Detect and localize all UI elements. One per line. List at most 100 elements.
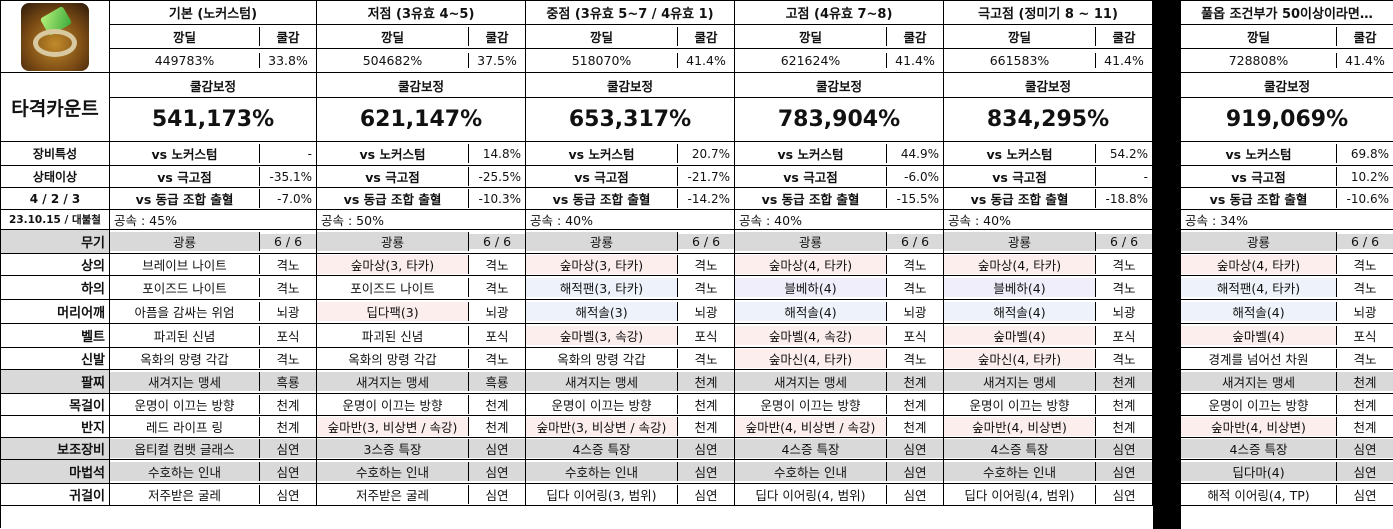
equip-row-hat: 해적솔(3) 뇌광 <box>526 300 735 324</box>
equip-row-hat: 아픔을 감싸는 위엄 뇌광 <box>110 300 317 324</box>
attack-speed: 공속 : 40% <box>526 210 735 230</box>
equip-set: 심연 <box>1112 488 1136 503</box>
header-damage: 깡딜 <box>735 27 887 46</box>
compare-value: 44.9% <box>900 146 939 161</box>
equip-row-top: 숲마상(3, 타카) 격노 <box>317 254 526 276</box>
compare-value: -18.8% <box>1105 191 1148 206</box>
equip-set: 심연 <box>678 439 734 458</box>
equip-row-magic: 수호하는 인내 심연 <box>317 460 526 484</box>
equip-row-hat: 해적솔(4) 뇌광 <box>735 300 944 324</box>
equip-set: 심연 <box>887 462 943 481</box>
cooldown-value: 33.8% <box>268 53 308 68</box>
equip-row-weapon: 광룡 6 / 6 <box>1181 230 1393 254</box>
equip-name: 딥다팩(3) <box>317 302 469 321</box>
equip-row-sub: 4스증 특장 심연 <box>526 438 735 460</box>
attack-speed: 공속 : 40% <box>944 210 1153 230</box>
compare-value: -25.5% <box>478 169 521 184</box>
slot-label-weapon: 무기 <box>1 230 110 254</box>
equip-set: 격노 <box>485 258 509 273</box>
coolreduce-label: 쿨감보정 <box>317 73 526 98</box>
compare-label: vs 극고점 <box>944 167 1096 186</box>
equip-set: 격노 <box>1353 281 1377 296</box>
equip-row-bottom: 해적팬(4, 타카) 격노 <box>1181 276 1393 300</box>
equip-row-belt: 파괴된 신념 포식 <box>110 324 317 348</box>
equip-name: 딥다 이어링(4, 범위) <box>735 485 887 504</box>
label-equip-trait: 장비특성 <box>1 142 110 166</box>
values-row: 449783% 33.8% <box>110 49 317 73</box>
equip-set: 천계 <box>678 372 734 391</box>
compare-label: vs 동급 조합 출혈 <box>526 189 678 208</box>
equip-set: 천계 <box>887 372 943 391</box>
column-gap <box>1153 1 1181 529</box>
equip-row-hat: 해적솔(4) 뇌광 <box>944 300 1153 324</box>
equip-row-necklace: 운명이 이끄는 방향 천계 <box>110 394 317 416</box>
values-row: 661583% 41.4% <box>944 49 1153 73</box>
equip-row-bracelet: 새겨지는 맹세 천계 <box>944 370 1153 394</box>
compare-label: vs 노커스텀 <box>110 144 260 163</box>
equip-set: 뇌광 <box>903 305 927 320</box>
equip-name: 저주받은 굴레 <box>317 485 469 504</box>
compare-label: vs 동급 조합 출혈 <box>944 189 1096 208</box>
equip-name: 운명이 이끄는 방향 <box>317 395 469 414</box>
equip-row-sub: 옵티컬 컴뱃 글래스 심연 <box>110 438 317 460</box>
equip-name: 숲마반(3, 비상변 / 속강) <box>526 417 678 436</box>
compare-value: -6.0% <box>904 169 939 184</box>
column-title: 고점 (4유효 7~8) <box>735 1 944 25</box>
compare-label: vs 동급 조합 출혈 <box>735 189 887 208</box>
equip-name: 새겨지는 맹세 <box>110 372 260 391</box>
compare-row-vs_boss: vs 노커스텀 44.9% <box>735 142 944 166</box>
header-damage: 깡딜 <box>317 27 469 46</box>
equip-set: 심연 <box>1337 439 1393 458</box>
equip-row-necklace: 운명이 이끄는 방향 천계 <box>526 394 735 416</box>
equip-set: 6 / 6 <box>1337 234 1393 249</box>
equip-row-weapon: 광룡 6 / 6 <box>317 230 526 254</box>
character-name: 타격카운트 <box>1 73 110 142</box>
equip-name: 광룡 <box>110 232 260 251</box>
equip-set: 격노 <box>1112 281 1136 296</box>
equip-set: 6 / 6 <box>469 234 525 249</box>
equip-set: 천계 <box>1112 420 1136 435</box>
equip-set: 격노 <box>694 352 718 367</box>
equip-name: 딥다 이어링(4, 범위) <box>944 485 1096 504</box>
header-cooldown: 쿨감 <box>276 30 300 45</box>
compare-value: 69.8% <box>1350 146 1389 161</box>
compare-label: vs 극고점 <box>1181 167 1337 186</box>
header-cooldown: 쿨감 <box>903 30 927 45</box>
header-damage: 깡딜 <box>110 27 260 46</box>
equip-name: 4스증 특장 <box>735 439 887 458</box>
equip-set: 격노 <box>903 281 927 296</box>
equip-name: 숲마상(4, 타카) <box>944 255 1096 274</box>
equip-set: 포식 <box>1353 329 1377 344</box>
equip-row-necklace: 운명이 이끄는 방향 천계 <box>1181 394 1393 416</box>
equip-set: 포식 <box>1112 329 1136 344</box>
equip-row-bottom: 블베하(4) 격노 <box>735 276 944 300</box>
equip-row-top: 숲마상(4, 타카) 격노 <box>944 254 1153 276</box>
coolreduce-label: 쿨감보정 <box>110 73 317 98</box>
compare-value: - <box>307 146 312 161</box>
equip-row-shoes: 옥화의 망령 각갑 격노 <box>110 348 317 370</box>
subheader: 깡딜 쿨감 <box>317 25 526 49</box>
equip-row-bracelet: 새겨지는 맹세 천계 <box>1181 370 1393 394</box>
attack-speed: 공속 : 50% <box>317 210 526 230</box>
column-title: 중점 (3유효 5~7 / 4유효 1) <box>526 1 735 25</box>
equip-set: 격노 <box>276 352 300 367</box>
compare-label: vs 노커스텀 <box>526 144 678 163</box>
equip-name: 포이즈드 나이트 <box>317 278 469 297</box>
equip-row-weapon: 광룡 6 / 6 <box>526 230 735 254</box>
compare-value: 10.2% <box>1350 169 1389 184</box>
equip-row-magic: 수호하는 인내 심연 <box>735 460 944 484</box>
equip-row-ring: 레드 라이프 링 천계 <box>110 416 317 438</box>
compare-row-vs_hard: vs 극고점 10.2% <box>1181 166 1393 188</box>
subheader: 깡딜 쿨감 <box>1181 25 1393 49</box>
compare-row-vs_hard: vs 극고점 - <box>944 166 1153 188</box>
equip-row-belt: 숲마벨(4, 속강) 포식 <box>735 324 944 348</box>
equip-name: 수호하는 인내 <box>526 462 678 481</box>
equip-set: 격노 <box>276 258 300 273</box>
equip-set: 격노 <box>1353 258 1377 273</box>
label-status: 상태이상 <box>1 166 110 188</box>
equip-set: 격노 <box>276 281 300 296</box>
column-title: 기본 (노커스텀) <box>110 1 317 25</box>
cooldown-value: 41.4% <box>1104 53 1144 68</box>
equip-set: 격노 <box>694 281 718 296</box>
equip-set: 심연 <box>1337 462 1393 481</box>
